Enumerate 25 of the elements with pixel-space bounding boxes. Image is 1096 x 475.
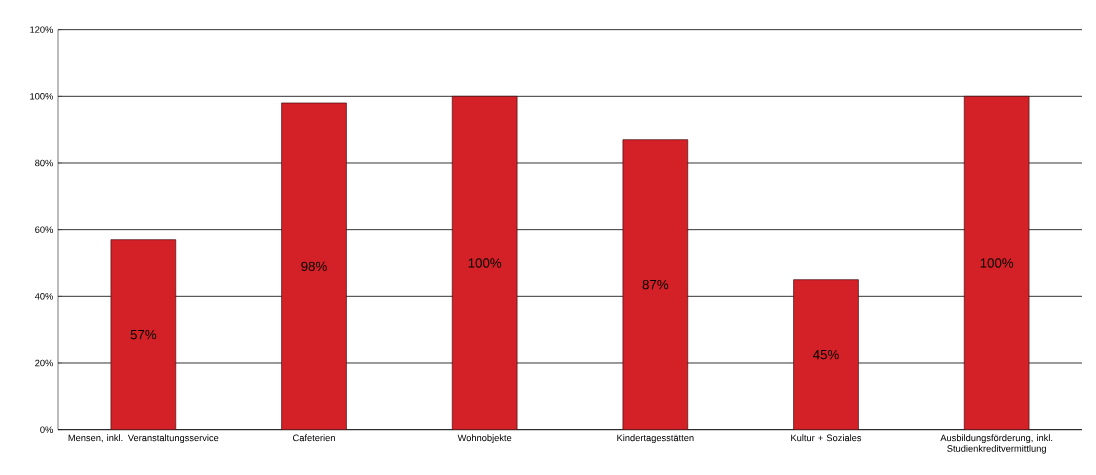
y-tick-label: 0% bbox=[40, 426, 53, 434]
y-tick-label: 20% bbox=[35, 359, 53, 367]
x-tick-label: Kindertagesstätten bbox=[617, 434, 694, 444]
bar bbox=[451, 96, 518, 430]
y-tick-label: 120% bbox=[30, 26, 53, 34]
y-tick-label: 100% bbox=[30, 93, 53, 100]
x-tick-label: Kultur + Soziales bbox=[791, 434, 862, 442]
data-label: 100% bbox=[980, 258, 1014, 268]
x-tick-label: Mensen, inkl. Veranstaltungsservice bbox=[68, 434, 219, 444]
x-tick-label: Wohnobjekte bbox=[457, 434, 512, 444]
bar bbox=[793, 279, 859, 430]
bar bbox=[963, 96, 1030, 430]
data-label: 57% bbox=[130, 330, 157, 340]
bar bbox=[622, 139, 689, 430]
x-tick-label: Ausbildungsförderung, inkl. Studienkreditvermittlung bbox=[940, 434, 1053, 454]
y-tick-label: 60% bbox=[35, 226, 53, 234]
data-label: 87% bbox=[642, 280, 669, 290]
data-label: 100% bbox=[468, 258, 502, 268]
y-tick-label: 40% bbox=[34, 293, 53, 300]
data-label: 98% bbox=[301, 261, 327, 272]
bar bbox=[281, 102, 347, 430]
data-label: 45% bbox=[813, 350, 839, 360]
y-tick-label: 80% bbox=[35, 159, 53, 167]
bar bbox=[110, 239, 177, 430]
x-tick-label: Cafeterien bbox=[293, 434, 335, 442]
